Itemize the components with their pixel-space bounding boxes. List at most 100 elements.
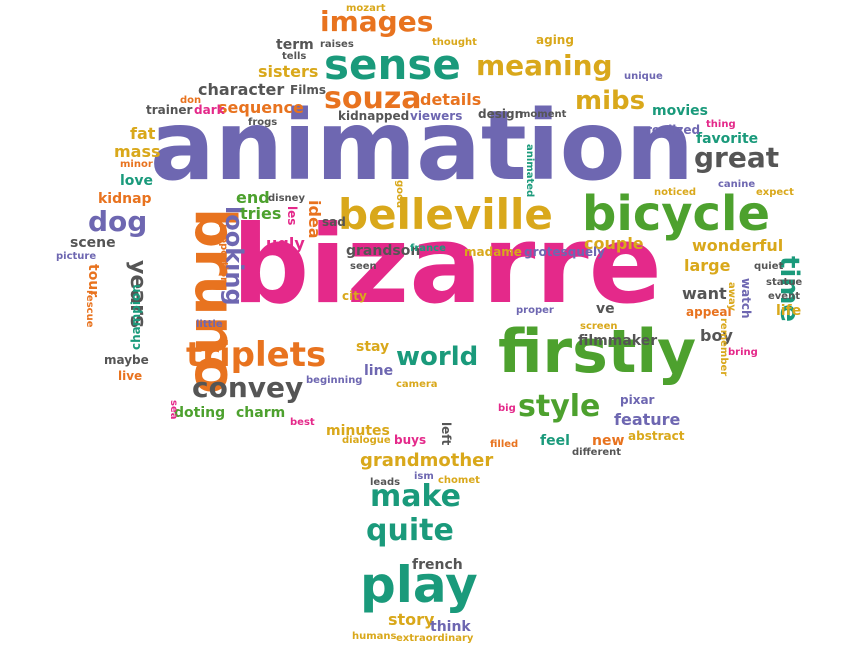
word-thing: thing <box>706 119 736 130</box>
word-seen: seen <box>350 261 377 272</box>
word-think: think <box>430 619 471 635</box>
word-grotesquely: grotesquely <box>524 245 605 259</box>
word-big: big <box>498 403 516 414</box>
word-idea: idea <box>305 200 324 239</box>
word-make: make <box>370 479 461 514</box>
word-grandmother: grandmother <box>360 450 494 471</box>
word-mass: mass <box>114 142 161 161</box>
word-humans: humans <box>352 631 397 642</box>
word-tells: tells <box>282 51 307 62</box>
word-life: life <box>776 303 802 319</box>
word-abstract: abstract <box>628 429 685 443</box>
word-french: french <box>412 557 463 573</box>
word-chomet: chomet <box>438 475 480 486</box>
word-minor: minor <box>120 159 153 170</box>
word-new: new <box>592 433 625 449</box>
word-quite: quite <box>366 513 454 548</box>
word-best: best <box>290 417 315 428</box>
word-play: play <box>360 556 478 614</box>
word-leads: leads <box>370 477 401 488</box>
word-large: large <box>684 256 731 275</box>
word-filmmaker: filmmaker <box>578 333 658 349</box>
word-term: term <box>276 37 314 53</box>
word-images: images <box>320 5 434 38</box>
word-statue: statue <box>766 277 803 288</box>
word-camera: camera <box>396 379 438 390</box>
word-bizarre: bizarre <box>232 203 662 328</box>
word-remember: remember <box>718 318 729 377</box>
word-pixar: pixar <box>620 393 655 407</box>
word-couple: couple <box>584 234 644 253</box>
word-appeal: appeal <box>686 305 732 319</box>
word-moment: moment <box>520 109 567 120</box>
word-quiet: quiet <box>754 261 784 272</box>
word-sad: sad <box>322 215 346 229</box>
word-sea: sea <box>168 400 179 420</box>
word-kidnapped: kidnapped <box>338 109 410 123</box>
word-proper: proper <box>516 305 554 316</box>
word-end: end <box>236 188 270 207</box>
word-beginning: beginning <box>306 375 363 386</box>
word-details: details <box>420 90 482 109</box>
word-trainer: trainer <box>146 103 193 117</box>
word-style: style <box>518 389 601 424</box>
word-feature: feature <box>614 410 681 429</box>
word-good: good <box>394 180 405 209</box>
word-sequence: sequence <box>218 98 304 117</box>
word-extraordinary: extraordinary <box>396 633 474 644</box>
word-realized: realized <box>646 123 701 137</box>
word-tries: tries <box>240 204 282 223</box>
word-stay: stay <box>356 339 390 355</box>
word-animation: animation <box>150 90 694 202</box>
word-aging: aging <box>536 33 574 47</box>
word-ugly: ugly <box>266 234 305 253</box>
word-story: story <box>388 610 435 629</box>
word-want: want <box>682 284 727 303</box>
word-frogs: frogs <box>248 117 278 128</box>
word-kidnap: kidnap <box>98 191 152 207</box>
word-picture: picture <box>56 251 97 262</box>
word-sisters: sisters <box>258 62 319 81</box>
word-ve: ve <box>596 301 615 317</box>
word-dialogue: dialogue <box>342 435 391 446</box>
word-mozart: mozart <box>346 3 386 14</box>
word-great: great <box>694 141 780 174</box>
word-dark: dark <box>194 103 225 117</box>
word-convey: convey <box>192 371 304 404</box>
word-triplets: triplets <box>186 335 327 375</box>
word-buys: buys <box>394 433 427 447</box>
word-filled: filled <box>490 439 519 450</box>
word-madame: madame <box>464 245 522 259</box>
word-dog: dog <box>88 205 148 238</box>
word-expect: expect <box>756 187 794 198</box>
word-fat: fat <box>130 124 156 143</box>
word-ism: ism <box>414 471 434 482</box>
word-watch: watch <box>739 278 753 319</box>
word-belleville: belleville <box>338 190 553 239</box>
word-live: live <box>118 369 143 383</box>
word-maybe: maybe <box>104 353 149 367</box>
word-screen: screen <box>580 321 618 332</box>
word-wonderful: wonderful <box>692 236 784 255</box>
word-line: line <box>364 363 394 379</box>
word-thought: thought <box>432 37 477 48</box>
word-little: little <box>196 319 223 330</box>
word-les: les <box>285 206 299 226</box>
word-different: different <box>572 447 622 458</box>
word-france: france <box>410 243 446 254</box>
word-don: don <box>180 95 202 106</box>
word-feel: feel <box>540 433 570 449</box>
word-champion: champion <box>129 284 143 350</box>
word-design: design <box>478 107 524 121</box>
word-sense: sense <box>324 40 461 89</box>
word-minutes: minutes <box>326 423 390 439</box>
word-doting: doting <box>174 405 226 421</box>
word-films: Films <box>290 83 327 97</box>
word-disney: disney <box>268 193 305 204</box>
word-character: character <box>198 80 285 99</box>
word-away: away <box>726 282 737 311</box>
word-left: left <box>439 422 453 446</box>
word-world: world <box>396 342 479 372</box>
word-proportions: proportions <box>218 224 229 291</box>
